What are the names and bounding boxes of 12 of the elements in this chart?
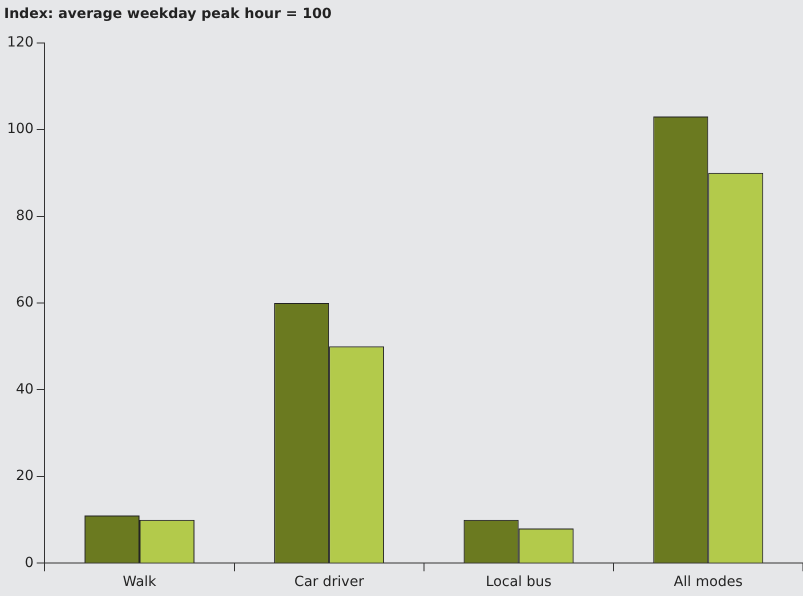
y-tick-label: 60: [16, 294, 34, 311]
y-tick-label: 20: [16, 468, 34, 484]
x-tick-label: Local bus: [486, 574, 552, 590]
y-axis-title: Index: average weekday peak hour = 100: [4, 6, 332, 22]
y-tick-label: 80: [16, 208, 34, 224]
y-tick-label: 0: [24, 554, 34, 571]
x-tick-label: Car driver: [294, 574, 364, 590]
x-tick-label: All modes: [674, 574, 743, 590]
y-tick-label: 120: [6, 34, 34, 50]
y-tick-label: 100: [6, 121, 34, 138]
x-tick-label: Walk: [122, 574, 158, 590]
y-tick-label: 40: [16, 381, 34, 398]
